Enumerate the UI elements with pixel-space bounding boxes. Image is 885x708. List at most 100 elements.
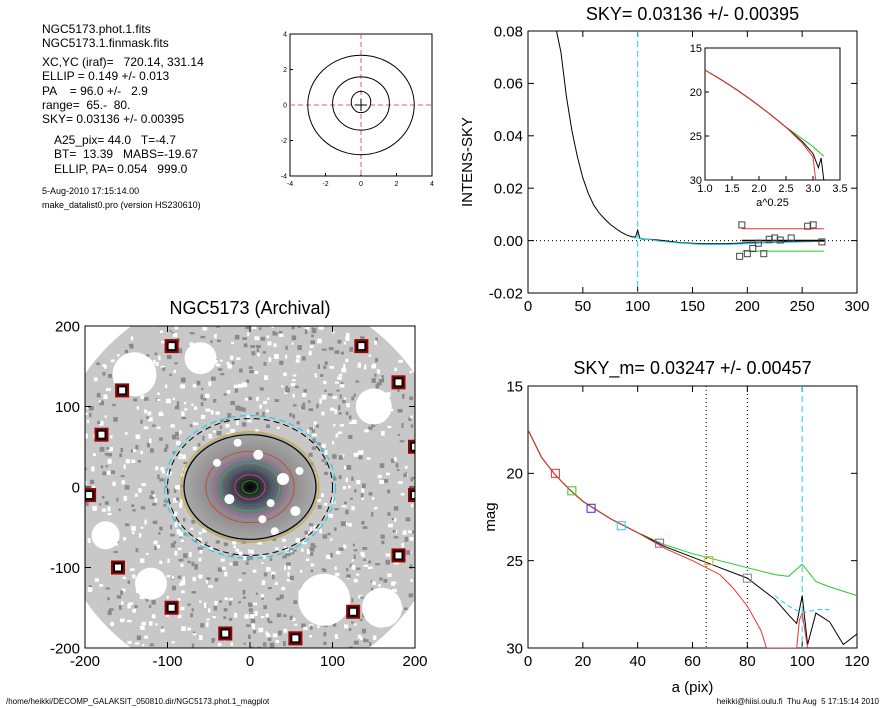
galaxy-masked-star-center — [395, 379, 402, 386]
galaxy-speckle — [170, 424, 175, 428]
galaxy-speckle — [163, 503, 167, 507]
galaxy-speckle — [252, 629, 256, 634]
galaxy-speckle — [346, 465, 352, 470]
mag-ytick-label: 20 — [506, 466, 523, 483]
galaxy-speckle — [258, 327, 262, 330]
galaxy-speckle — [358, 455, 363, 460]
galaxy-speckle — [321, 493, 325, 498]
galaxy-speckle — [391, 458, 395, 463]
galaxy-speckle — [304, 530, 309, 535]
galaxy-speckle — [351, 476, 354, 481]
galaxy-speckle — [306, 429, 310, 435]
galaxy-speckle — [360, 636, 363, 641]
galaxy-speckle — [144, 635, 149, 639]
galaxy-speckle — [260, 336, 266, 341]
galaxy-speckle — [310, 340, 316, 345]
galaxy-speckle — [330, 407, 335, 411]
sky-ytick-label: -0.02 — [489, 285, 523, 302]
galaxy-speckle — [372, 581, 376, 585]
contour-level — [350, 90, 372, 114]
galaxy-speckle — [132, 574, 136, 579]
info-line-version: make_datalist0.pro (version HS230610) — [42, 200, 201, 211]
galaxy-speckle — [107, 506, 111, 512]
galaxy-speckle — [191, 608, 194, 612]
galaxy-speckle — [255, 592, 258, 595]
galaxy-speckle — [146, 442, 150, 448]
galaxy-speckle — [118, 605, 122, 610]
galaxy-speckle — [94, 578, 99, 582]
galaxy-speckle — [339, 424, 345, 427]
sky-marker — [754, 239, 762, 247]
galaxy-speckle — [393, 457, 397, 461]
galaxy-speckle — [176, 529, 181, 535]
galaxy-speckle — [322, 568, 327, 572]
galaxy-speckle — [164, 485, 168, 489]
galaxy-ytick-label: 100 — [55, 399, 80, 416]
galaxy-speckle — [172, 397, 176, 401]
galaxy-speckle — [189, 424, 193, 428]
galaxy-speckle — [226, 418, 229, 422]
galaxy-title: NGC5173 (Archival) — [169, 298, 330, 318]
sky-ytick-label: 0.02 — [494, 180, 523, 197]
galaxy-speckle — [96, 392, 101, 398]
galaxy-masked-star-center — [98, 431, 105, 438]
galaxy-speckle — [407, 530, 413, 534]
galaxy-speckle — [131, 449, 137, 452]
galaxy-speckle — [244, 614, 249, 619]
galaxy-speckle — [164, 448, 168, 453]
galaxy-speckle — [275, 597, 281, 601]
galaxy-speckle — [351, 598, 354, 603]
galaxy-isophote — [241, 480, 259, 494]
galaxy-speckle — [178, 348, 183, 354]
galaxy-speckle — [168, 471, 172, 475]
galaxy-xtick-label: -200 — [70, 653, 100, 670]
mag-marker — [655, 538, 665, 548]
galaxy-speckle — [396, 468, 400, 472]
galaxy-speckle — [172, 451, 175, 454]
galaxy-speckle — [110, 621, 115, 627]
galaxy-speckle — [238, 578, 242, 582]
galaxy-speckle — [245, 561, 249, 565]
galaxy-speckle — [104, 415, 107, 419]
galaxy-masked-blob — [253, 449, 264, 460]
galaxy-speckle — [308, 408, 314, 412]
galaxy-speckle — [328, 347, 334, 351]
galaxy-speckle — [371, 378, 376, 383]
galaxy-speckle — [318, 326, 324, 330]
galaxy-speckle — [155, 466, 159, 471]
galaxy-speckle — [127, 619, 132, 623]
galaxy-speckle — [252, 625, 256, 630]
galaxy-speckle — [408, 593, 413, 598]
galaxy-speckle — [265, 409, 270, 413]
sky-xtick-label: 250 — [790, 298, 815, 315]
mag-series-red — [528, 429, 809, 648]
galaxy-speckle — [149, 495, 154, 500]
galaxy-speckle — [178, 523, 181, 528]
galaxy-speckle — [248, 602, 252, 606]
galaxy-speckle — [172, 498, 178, 503]
galaxy-speckle — [181, 411, 185, 417]
galaxy-masked-star-center — [412, 443, 415, 450]
contour-ytick-label: -4 — [281, 174, 287, 181]
galaxy-speckle — [233, 384, 239, 389]
galaxy-speckle — [258, 627, 264, 633]
galaxy-speckle — [110, 435, 113, 439]
galaxy-speckle — [227, 413, 232, 418]
galaxy-speckle — [213, 606, 218, 611]
galaxy-speckle — [129, 344, 134, 349]
galaxy-speckle — [144, 519, 147, 525]
galaxy-speckle — [298, 326, 301, 329]
galaxy-speckle — [85, 481, 87, 485]
galaxy-speckle — [371, 512, 374, 517]
galaxy-speckle — [110, 359, 115, 363]
galaxy-speckle — [345, 358, 349, 363]
galaxy-speckle — [282, 555, 287, 559]
galaxy-speckle — [338, 411, 342, 415]
galaxy-speckle — [409, 536, 414, 540]
galaxy-speckle — [179, 430, 182, 434]
galaxy-speckle — [229, 562, 233, 566]
galaxy-mask-patch — [91, 521, 120, 550]
galaxy-speckle — [173, 541, 177, 544]
galaxy-speckle — [166, 354, 172, 360]
galaxy-masked-star-center — [358, 343, 365, 350]
